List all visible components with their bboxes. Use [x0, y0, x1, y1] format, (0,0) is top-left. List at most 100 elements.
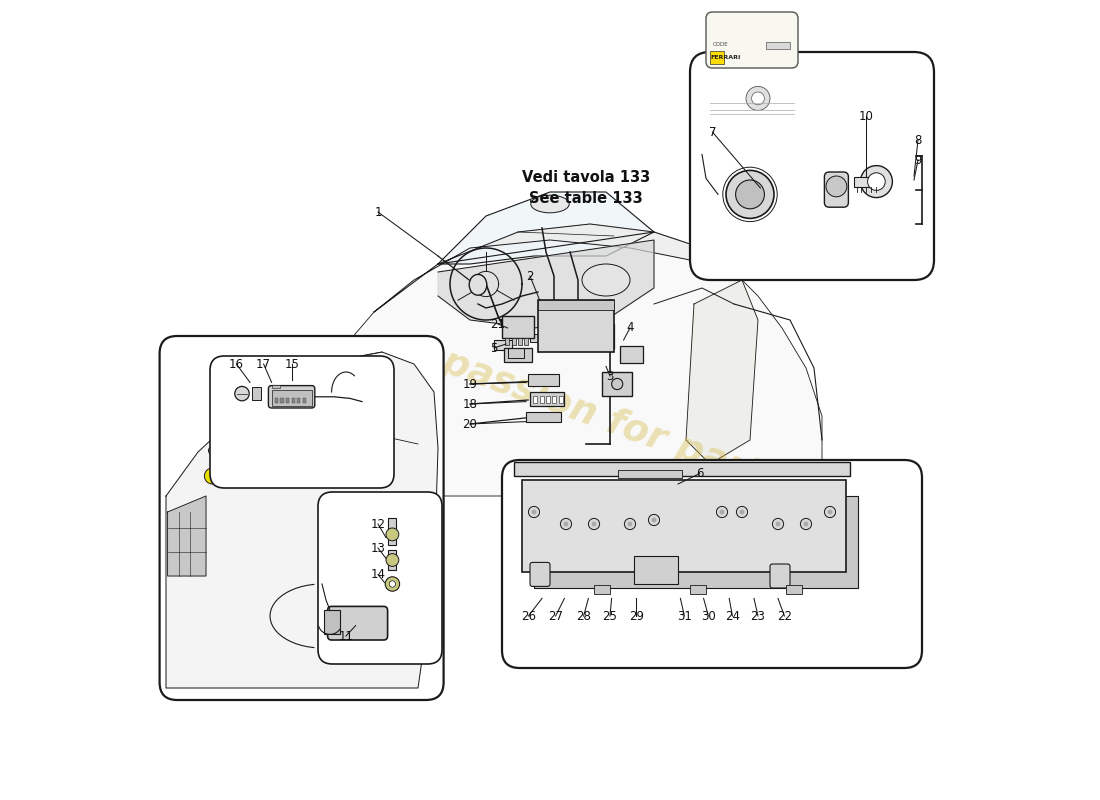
- FancyBboxPatch shape: [502, 460, 922, 668]
- Text: 20: 20: [463, 418, 477, 430]
- Circle shape: [592, 522, 596, 526]
- FancyBboxPatch shape: [710, 51, 725, 64]
- FancyBboxPatch shape: [766, 42, 790, 49]
- Polygon shape: [374, 224, 710, 312]
- Circle shape: [801, 518, 812, 530]
- FancyBboxPatch shape: [602, 372, 632, 396]
- Circle shape: [827, 510, 833, 514]
- FancyBboxPatch shape: [268, 386, 315, 408]
- FancyBboxPatch shape: [526, 412, 561, 422]
- Circle shape: [531, 510, 537, 514]
- FancyBboxPatch shape: [318, 492, 442, 664]
- Text: 26: 26: [521, 610, 536, 622]
- FancyBboxPatch shape: [210, 356, 394, 488]
- Circle shape: [751, 92, 764, 105]
- Text: 25: 25: [603, 610, 617, 622]
- Circle shape: [804, 522, 808, 526]
- Text: 15: 15: [285, 358, 300, 370]
- FancyBboxPatch shape: [272, 390, 311, 406]
- FancyBboxPatch shape: [512, 338, 516, 345]
- FancyBboxPatch shape: [514, 462, 850, 476]
- FancyBboxPatch shape: [540, 396, 543, 403]
- Text: 12: 12: [371, 518, 385, 530]
- FancyBboxPatch shape: [618, 470, 682, 478]
- Text: 24: 24: [725, 610, 740, 622]
- Text: 16: 16: [229, 358, 244, 370]
- Text: 3: 3: [606, 370, 614, 382]
- FancyBboxPatch shape: [552, 396, 557, 403]
- Text: a passion for parts: a passion for parts: [400, 331, 788, 501]
- FancyBboxPatch shape: [824, 172, 848, 207]
- Text: Vedi tavola 133
See table 133: Vedi tavola 133 See table 133: [521, 170, 650, 206]
- FancyBboxPatch shape: [546, 396, 550, 403]
- FancyBboxPatch shape: [324, 610, 340, 634]
- FancyBboxPatch shape: [328, 606, 387, 640]
- Text: 22: 22: [777, 610, 792, 622]
- FancyBboxPatch shape: [538, 300, 614, 310]
- Text: 19: 19: [462, 378, 477, 390]
- Text: 13: 13: [371, 542, 385, 554]
- FancyBboxPatch shape: [786, 585, 802, 594]
- Text: 9: 9: [914, 154, 922, 166]
- Circle shape: [736, 180, 764, 209]
- Circle shape: [389, 581, 396, 587]
- FancyBboxPatch shape: [770, 564, 790, 588]
- FancyBboxPatch shape: [525, 338, 528, 345]
- Circle shape: [746, 86, 770, 110]
- FancyBboxPatch shape: [690, 52, 934, 280]
- Circle shape: [563, 522, 569, 526]
- FancyBboxPatch shape: [620, 346, 642, 363]
- Polygon shape: [167, 496, 206, 576]
- FancyBboxPatch shape: [522, 480, 846, 572]
- Text: 17: 17: [256, 358, 271, 370]
- Text: 30: 30: [701, 610, 716, 622]
- Circle shape: [772, 518, 783, 530]
- Circle shape: [386, 554, 399, 566]
- FancyBboxPatch shape: [297, 398, 300, 403]
- FancyBboxPatch shape: [594, 585, 610, 594]
- FancyBboxPatch shape: [854, 177, 878, 187]
- Text: 14: 14: [371, 568, 385, 581]
- Polygon shape: [166, 352, 438, 688]
- Circle shape: [826, 176, 847, 197]
- FancyBboxPatch shape: [160, 336, 443, 700]
- FancyBboxPatch shape: [528, 374, 559, 386]
- Text: 28: 28: [576, 610, 591, 622]
- Text: FERRARI: FERRARI: [710, 55, 740, 60]
- FancyBboxPatch shape: [534, 496, 858, 588]
- FancyBboxPatch shape: [706, 12, 798, 68]
- Text: 2: 2: [526, 270, 534, 282]
- Text: 8: 8: [914, 134, 922, 146]
- Polygon shape: [686, 280, 758, 464]
- FancyBboxPatch shape: [272, 385, 279, 388]
- Circle shape: [776, 522, 780, 526]
- Circle shape: [648, 514, 660, 526]
- Circle shape: [234, 386, 250, 401]
- FancyBboxPatch shape: [530, 392, 563, 406]
- Circle shape: [726, 170, 774, 218]
- Circle shape: [736, 506, 748, 518]
- FancyBboxPatch shape: [534, 396, 537, 403]
- FancyBboxPatch shape: [518, 338, 522, 345]
- FancyBboxPatch shape: [302, 398, 306, 403]
- Circle shape: [716, 506, 727, 518]
- Text: 18: 18: [463, 398, 477, 410]
- Circle shape: [739, 510, 745, 514]
- Circle shape: [386, 528, 399, 541]
- Circle shape: [205, 468, 220, 484]
- Text: 27: 27: [548, 610, 563, 622]
- FancyBboxPatch shape: [292, 398, 295, 403]
- Text: 6: 6: [696, 467, 703, 480]
- FancyBboxPatch shape: [388, 518, 396, 545]
- FancyBboxPatch shape: [502, 316, 534, 338]
- Ellipse shape: [582, 264, 630, 296]
- Circle shape: [612, 378, 623, 390]
- Circle shape: [824, 506, 836, 518]
- Circle shape: [560, 518, 572, 530]
- Circle shape: [868, 173, 886, 190]
- Circle shape: [625, 518, 636, 530]
- FancyBboxPatch shape: [388, 550, 396, 570]
- FancyBboxPatch shape: [538, 300, 614, 352]
- Text: 1: 1: [374, 206, 382, 218]
- Ellipse shape: [209, 443, 249, 461]
